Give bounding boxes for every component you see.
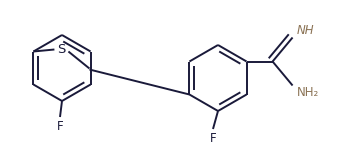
Text: S: S bbox=[57, 43, 66, 56]
Text: NH: NH bbox=[297, 24, 314, 36]
Text: F: F bbox=[210, 132, 216, 145]
Text: F: F bbox=[57, 120, 63, 133]
Text: NH₂: NH₂ bbox=[297, 87, 319, 99]
